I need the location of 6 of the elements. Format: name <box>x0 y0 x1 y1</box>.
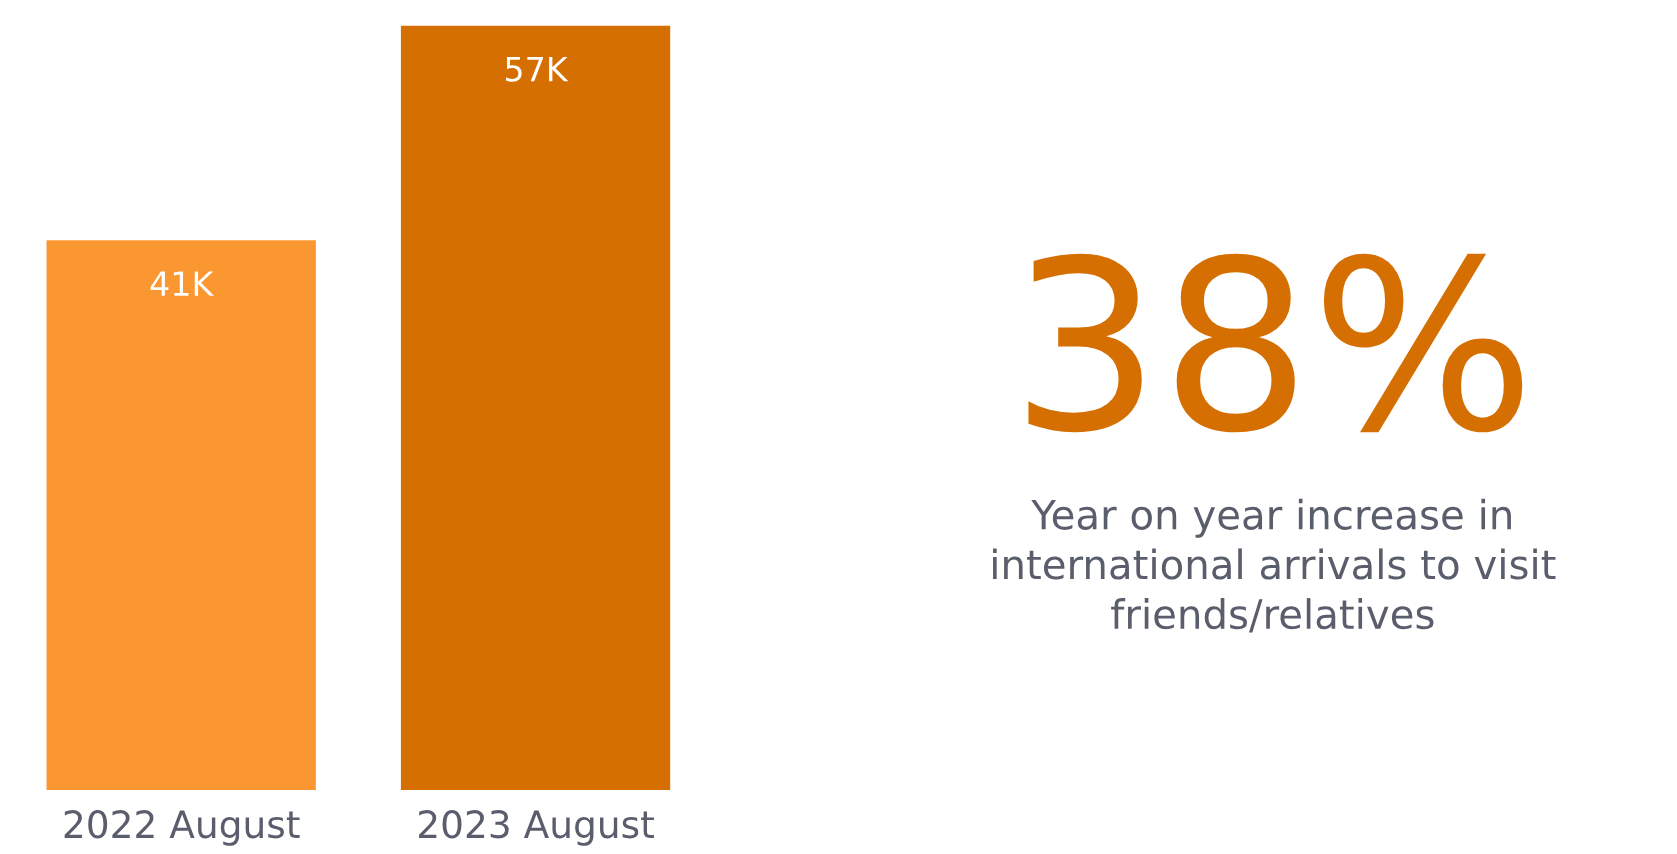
data-label: 57K <box>505 56 569 82</box>
x-tick-label: 2023 August <box>419 810 654 846</box>
text: 38% <box>1028 253 1523 433</box>
text: Year on year increase in international arrivals to visit friends/relatives <box>993 498 1556 633</box>
x-tick-label: 2022 August <box>64 810 300 846</box>
data-label: 41K <box>150 271 215 296</box>
